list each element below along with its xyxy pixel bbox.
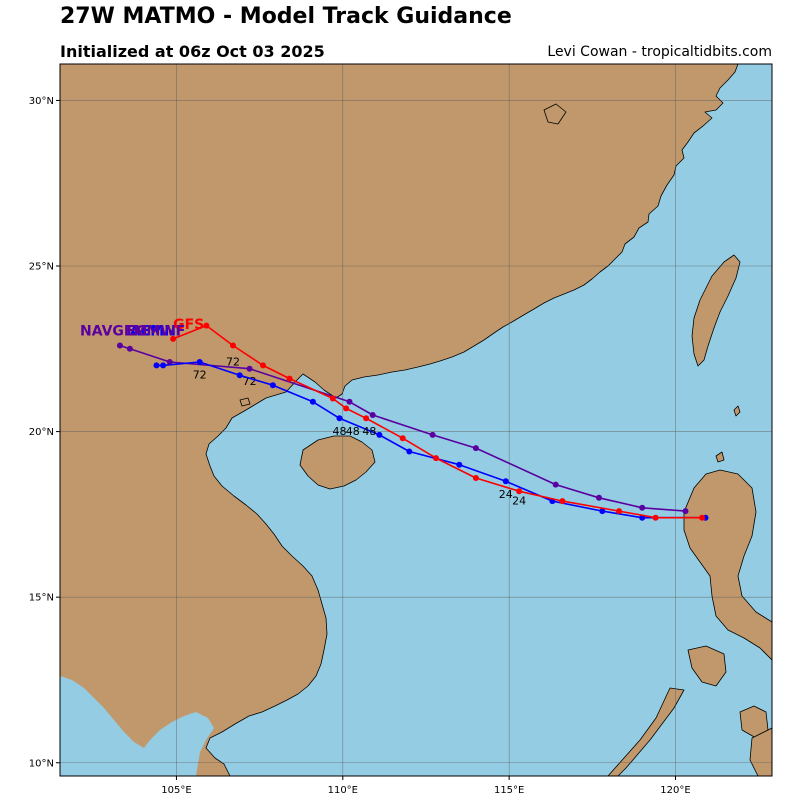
track-point (196, 359, 203, 365)
track-point (552, 481, 559, 488)
land-gulf-thailand-water (60, 676, 214, 776)
model-label-navgem: NAVGEM (80, 324, 147, 340)
track-point (599, 508, 606, 515)
track-point (502, 478, 509, 485)
track-point (682, 508, 689, 515)
track-point (230, 342, 236, 349)
track-point (329, 395, 336, 402)
lon-tick-label: 120°E (660, 785, 690, 796)
forecast-hour-label: 48 (333, 425, 347, 438)
lat-tick-label: 15°N (29, 593, 54, 604)
track-point (429, 431, 436, 438)
track-point (346, 398, 353, 405)
land-babuyan-islet (715, 451, 725, 463)
map-frame (59, 63, 773, 777)
lon-tick-label: 115°E (494, 785, 524, 796)
land-batanes-islet (733, 405, 741, 417)
forecast-hour-label: 48 (362, 425, 376, 438)
forecast-hour-label: 24 (512, 494, 526, 507)
land-visayas (749, 727, 772, 776)
track-aemn: 24 48 72 (153, 359, 709, 521)
track-point (456, 461, 463, 468)
track-point (399, 435, 406, 442)
track-point (153, 362, 160, 369)
track-gfs: 24 48 72 (170, 322, 706, 521)
lat-tick-label: 25°N (29, 262, 54, 273)
land-asia-mainland (60, 64, 739, 776)
land-zhoushan-islet (543, 103, 567, 125)
track-point (369, 412, 376, 418)
track-point (472, 475, 479, 481)
forecast-hour-label: 72 (243, 375, 257, 388)
track-point (616, 508, 622, 515)
land-mindoro (687, 645, 727, 687)
track-navgem: 48 72 (116, 342, 689, 515)
model-label-ecmwf: ECMWF (127, 324, 186, 340)
track-point (596, 494, 602, 501)
track-point (433, 455, 439, 462)
lat-tick-label: 30°N (29, 96, 54, 107)
track-point (236, 372, 243, 379)
track-point (336, 415, 343, 422)
track-point (472, 445, 479, 452)
model-label-aemn: AEMN (130, 324, 176, 340)
init-time-subtitle: Initialized at 06z Oct 03 2025 (60, 42, 325, 61)
track-point (639, 504, 646, 511)
lon-tick-label: 110°E (328, 785, 358, 796)
track-point (286, 375, 293, 382)
land-palawan (607, 687, 685, 776)
forecast-hour-label: 72 (226, 355, 240, 368)
axis-ticks: 105°E 110°E 115°E 120°E 10°N 15°N 20°N 25°N 30°N (29, 96, 691, 796)
track-point (699, 514, 706, 521)
forecast-hour-label: 24 (499, 488, 513, 501)
track-point (343, 405, 350, 412)
land-paracel-islet (239, 397, 251, 407)
track-point (203, 322, 210, 329)
track-point (126, 345, 133, 352)
track-point (269, 382, 276, 389)
forecast-hour-label: 48 (346, 425, 360, 438)
track-point (246, 365, 253, 372)
track-point (363, 415, 370, 422)
track-point (559, 498, 566, 505)
track-point (170, 335, 177, 342)
track-line-gfs (172, 324, 703, 519)
track-point (652, 514, 659, 521)
track-point (376, 431, 383, 438)
chart-title: 27W MATMO - Model Track Guidance (60, 4, 512, 29)
lon-tick-label: 105°E (161, 785, 191, 796)
forecast-hour-label: 72 (193, 369, 207, 382)
track-point (166, 359, 173, 365)
land-layer (60, 64, 772, 776)
lat-tick-label: 10°N (29, 758, 54, 769)
track-point (309, 398, 316, 405)
lat-tick-label: 20°N (29, 427, 54, 438)
track-point (160, 362, 167, 369)
track-line-navgem (119, 344, 686, 512)
land-taiwan (691, 254, 741, 367)
track-point (516, 488, 523, 495)
model-label-gfs: GFS (173, 317, 204, 333)
track-point (116, 342, 123, 349)
lat-lon-grid (60, 64, 772, 776)
track-point (406, 448, 413, 455)
credit-label: Levi Cowan - tropicaltidbits.com (547, 44, 772, 60)
land-hainan (299, 435, 376, 490)
track-point (260, 362, 266, 369)
